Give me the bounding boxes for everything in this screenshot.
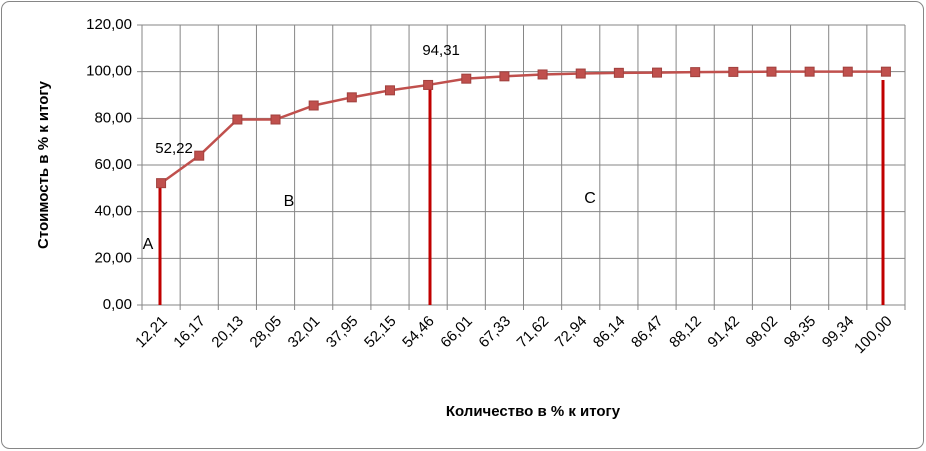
y-tick-label: 120,00: [86, 16, 132, 33]
data-point: [728, 66, 739, 77]
data-label: 94,31: [422, 42, 460, 59]
data-point: [690, 67, 701, 78]
data-point: [537, 69, 548, 80]
y-tick-label: 80,00: [94, 109, 132, 126]
x-axis-title: Количество в % к итогу: [446, 403, 621, 420]
y-tick-label: 100,00: [86, 63, 132, 80]
data-point: [308, 100, 319, 111]
data-line: [160, 70, 886, 185]
data-point: [613, 67, 624, 78]
y-axis-title: Стоимость в % к итогу: [35, 80, 52, 249]
zone-label: C: [584, 190, 596, 207]
data-point: [880, 66, 891, 77]
zone-label: B: [284, 193, 295, 210]
y-tick-label: 0,00: [103, 296, 132, 313]
data-point: [384, 85, 395, 96]
y-tick-label: 60,00: [94, 156, 132, 173]
data-point: [461, 73, 472, 84]
data-point: [346, 92, 357, 103]
data-point: [766, 66, 777, 77]
data-point: [842, 66, 853, 77]
data-point: [232, 114, 243, 125]
y-tick-label: 40,00: [94, 203, 132, 220]
data-point: [652, 67, 663, 78]
data-point: [499, 71, 510, 82]
data-point: [156, 178, 167, 189]
data-label: 52,22: [155, 140, 193, 157]
data-point: [575, 68, 586, 79]
data-point: [804, 66, 815, 77]
data-point: [423, 79, 434, 90]
zone-label: A: [143, 236, 154, 253]
data-point: [270, 114, 281, 125]
y-tick-label: 20,00: [94, 249, 132, 266]
data-point: [194, 150, 205, 161]
